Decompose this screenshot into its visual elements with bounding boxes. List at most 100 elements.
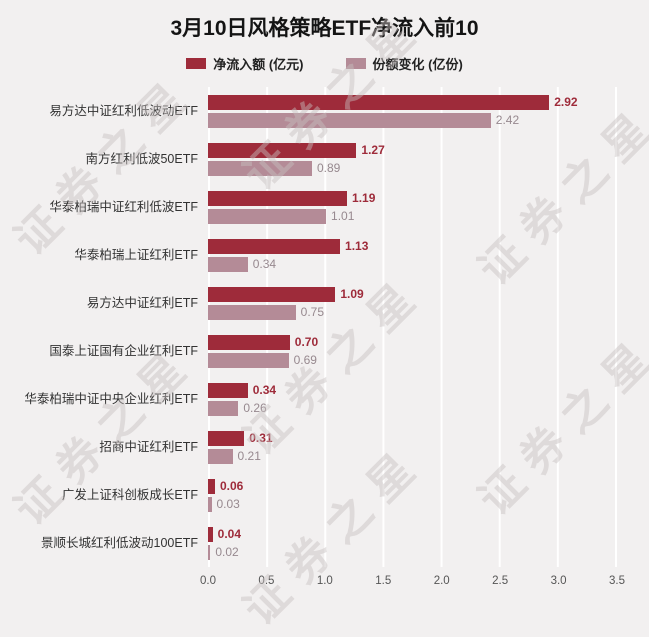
- inflow-bar-line: 1.13: [208, 238, 617, 254]
- change-value: 0.34: [252, 257, 277, 271]
- change-bar: [208, 160, 312, 176]
- change-value: 0.21: [237, 449, 261, 463]
- inflow-bar-line: 2.92: [208, 94, 617, 110]
- chart-rows: 易方达中证红利低波动ETF 2.92 2.42 南方红利低波50ETF 1.27…: [0, 87, 649, 567]
- legend-label-inflow: 净流入额 (亿元): [213, 57, 304, 72]
- x-axis: 0.0 0.5 1.0 1.5 2.0 2.5 3.0 3.5: [200, 567, 625, 593]
- x-tick-label: 1.0: [316, 575, 333, 587]
- row-bars: 1.19 1.01: [208, 190, 617, 224]
- inflow-bar: [208, 478, 215, 494]
- change-bar-line: 0.34: [208, 256, 617, 272]
- row-label: 南方红利低波50ETF: [85, 151, 198, 166]
- change-bar-line: 0.89: [208, 160, 617, 176]
- inflow-value: 1.09: [340, 287, 364, 301]
- change-bar: [208, 448, 233, 464]
- inflow-bar-line: 0.06: [208, 478, 617, 494]
- inflow-bar: [208, 334, 290, 350]
- bar-group: 南方红利低波50ETF 1.27 0.89: [0, 135, 649, 183]
- bar-group: 华泰柏瑞中证中央企业红利ETF 0.34 0.26: [0, 375, 649, 423]
- change-bar: [208, 352, 289, 368]
- bar-chart: 易方达中证红利低波动ETF 2.92 2.42 南方红利低波50ETF 1.27…: [0, 87, 649, 593]
- change-value: 0.02: [215, 545, 239, 559]
- inflow-value: 0.31: [249, 431, 273, 445]
- row-label: 招商中证红利ETF: [99, 439, 198, 454]
- change-bar-line: 0.02: [208, 544, 617, 560]
- inflow-bar-line: 0.70: [208, 334, 617, 350]
- change-value: 2.42: [495, 113, 520, 127]
- x-tick-label: 3.5: [609, 575, 625, 587]
- change-value: 0.26: [243, 401, 267, 415]
- row-label: 华泰柏瑞上证红利ETF: [74, 247, 198, 262]
- x-tick-label: 0.0: [200, 575, 216, 587]
- bar-group: 招商中证红利ETF 0.31 0.21: [0, 423, 649, 471]
- inflow-bar: [208, 94, 550, 110]
- change-value: 1.01: [331, 209, 355, 223]
- row-label: 广发上证科创板成长ETF: [61, 487, 198, 502]
- inflow-bar: [208, 430, 245, 446]
- row-bars: 1.13 0.34: [208, 238, 617, 272]
- change-bar: [208, 304, 296, 320]
- inflow-value: 1.27: [361, 143, 385, 157]
- x-tick-label: 1.5: [375, 575, 392, 587]
- inflow-bar-line: 0.31: [208, 430, 617, 446]
- inflow-bar-line: 1.09: [208, 286, 617, 302]
- x-tick-label: 3.0: [550, 575, 567, 587]
- bar-group: 华泰柏瑞上证红利ETF 1.13 0.34: [0, 231, 649, 279]
- change-bar: [208, 400, 239, 416]
- row-label: 华泰柏瑞中证中央企业红利ETF: [24, 391, 198, 406]
- inflow-value: 2.92: [554, 95, 578, 109]
- row-bars: 0.04 0.02: [208, 526, 617, 560]
- row-label: 国泰上证国有企业红利ETF: [49, 343, 198, 358]
- inflow-bar-line: 1.27: [208, 142, 617, 158]
- row-bars: 1.09 0.75: [208, 286, 617, 320]
- change-bar-line: 0.03: [208, 496, 617, 512]
- x-tick-label: 2.5: [492, 575, 509, 587]
- inflow-bar: [208, 286, 336, 302]
- legend: 净流入额 (亿元) 份额变化 (亿份): [0, 54, 649, 73]
- inflow-value: 0.34: [252, 383, 277, 397]
- change-bar-line: 1.01: [208, 208, 617, 224]
- row-bars: 0.34 0.26: [208, 382, 617, 416]
- row-label: 华泰柏瑞中证红利低波ETF: [49, 199, 198, 214]
- bar-group: 国泰上证国有企业红利ETF 0.70 0.69: [0, 327, 649, 375]
- bar-group: 广发上证科创板成长ETF 0.06 0.03: [0, 471, 649, 519]
- change-bar: [208, 256, 248, 272]
- inflow-bar: [208, 190, 348, 206]
- inflow-bar-line: 1.19: [208, 190, 617, 206]
- change-bar: [208, 496, 212, 512]
- inflow-value: 0.04: [217, 527, 242, 541]
- inflow-bar-line: 0.04: [208, 526, 617, 542]
- inflow-value: 0.06: [220, 479, 244, 493]
- legend-item-inflow: 净流入额 (亿元): [186, 54, 304, 73]
- change-value: 0.69: [293, 353, 317, 367]
- row-label: 易方达中证红利ETF: [86, 295, 198, 310]
- change-bar: [208, 208, 327, 224]
- change-bar-line: 0.26: [208, 400, 617, 416]
- inflow-bar: [208, 526, 213, 542]
- change-value: 0.75: [300, 305, 324, 319]
- inflow-value: 1.13: [345, 239, 369, 253]
- bar-group: 易方达中证红利低波动ETF 2.92 2.42: [0, 87, 649, 135]
- change-value: 0.89: [317, 161, 341, 175]
- change-swatch-icon: [345, 58, 366, 69]
- row-label: 景顺长城红利低波动100ETF: [41, 535, 198, 550]
- bar-group: 景顺长城红利低波动100ETF 0.04 0.02: [0, 519, 649, 567]
- change-bar-line: 0.75: [208, 304, 617, 320]
- bar-group: 易方达中证红利ETF 1.09 0.75: [0, 279, 649, 327]
- x-tick-label: 2.0: [433, 575, 450, 587]
- inflow-value: 1.19: [352, 191, 376, 205]
- change-bar: [208, 544, 211, 560]
- inflow-swatch-icon: [186, 58, 207, 69]
- change-value: 0.03: [216, 497, 240, 511]
- inflow-bar: [208, 238, 341, 254]
- row-label: 易方达中证红利低波动ETF: [49, 103, 198, 118]
- chart-title: 3月10日风格策略ETF净流入前10: [170, 17, 479, 40]
- change-bar-line: 0.69: [208, 352, 617, 368]
- row-bars: 0.70 0.69: [208, 334, 617, 368]
- change-bar-line: 0.21: [208, 448, 617, 464]
- row-bars: 1.27 0.89: [208, 142, 617, 176]
- inflow-value: 0.70: [294, 335, 319, 349]
- row-bars: 2.92 2.42: [208, 94, 617, 128]
- change-bar: [208, 112, 491, 128]
- x-tick-label: 0.5: [258, 575, 275, 587]
